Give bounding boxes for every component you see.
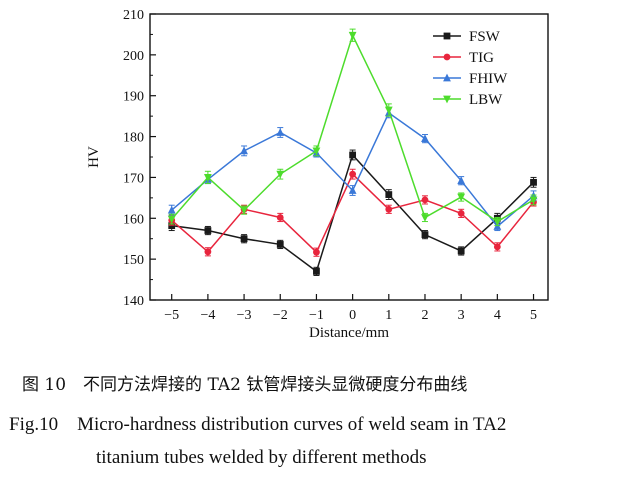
x-tick-label: 4 [494,308,501,323]
hardness-chart: 140 150 160 170 180 190 200 210 −5 −4 −3 −2 −1 0 1 2 3 4… [86,8,549,341]
data-point [313,248,320,256]
data-point [348,186,357,194]
data-point [493,243,501,251]
data-point [240,235,248,243]
x-tick-label: 0 [349,308,356,323]
data-point [493,218,502,226]
data-point [530,178,537,186]
data-point [349,170,357,178]
series-layer [167,28,538,276]
figure-caption-chinese: 图 10 不同方法焊接的 TA2 钛管焊接头显微硬度分布曲线 [22,375,468,395]
data-point [384,106,393,115]
data-point [421,231,429,239]
data-point [385,205,393,213]
series-lbw [167,28,538,227]
legend-marker [443,53,451,61]
data-point [421,134,429,143]
legend-marker [443,32,451,40]
data-point [313,268,320,275]
figure-caption-english-line1: Fig.10 Micro-hardness distribution curve… [9,414,507,435]
x-tick-label: 5 [530,308,537,323]
y-tick-label: 200 [123,49,144,64]
x-tick-label: 1 [385,308,392,323]
data-point [167,205,176,214]
data-point [204,248,212,256]
data-point [312,147,321,156]
data-point [167,215,176,224]
legend-label: TIG [469,50,494,66]
data-point [276,170,285,179]
data-point [276,214,284,221]
data-point [457,209,465,217]
x-tick-label: −2 [273,308,288,323]
x-tick-label: −5 [164,308,179,323]
data-point [240,146,248,155]
x-tick-label: 2 [421,308,428,323]
y-tick-label: 190 [123,90,144,105]
legend: FSW TIG FHIW LBW [433,29,508,108]
x-axis: −5 −4 −3 −2 −1 0 1 2 3 4 5 [164,294,537,323]
y-tick-label: 170 [123,171,144,186]
data-point [349,151,357,159]
legend-marker [443,73,451,82]
data-point [457,176,466,185]
x-tick-label: −4 [200,308,215,323]
x-axis-title: Distance/mm [309,325,389,341]
x-tick-label: −1 [309,308,324,323]
data-point [529,196,538,205]
x-tick-label: 3 [458,308,465,323]
y-tick-label: 140 [123,294,144,309]
y-tick-label: 180 [123,131,144,146]
data-point [348,31,357,40]
data-point [276,241,284,248]
data-point [421,196,429,204]
series-fsw [168,149,537,276]
data-point [385,191,393,198]
legend-label: FHIW [469,71,508,87]
legend-label: FSW [469,29,501,45]
legend-marker [443,95,451,104]
data-point [457,247,465,255]
data-point [421,214,429,222]
y-tick-label: 160 [123,212,144,227]
x-tick-label: −3 [237,308,252,323]
legend-label: LBW [469,92,503,108]
data-point [240,206,248,215]
data-point [457,193,466,202]
series-tig [168,168,537,257]
y-tick-label: 150 [123,253,144,268]
data-point [276,128,285,136]
y-axis: 140 150 160 170 180 190 200 210 [123,8,156,309]
y-axis-title: HV [86,146,102,168]
data-point [203,174,212,182]
data-point [204,227,212,234]
y-tick-label: 210 [123,8,144,23]
figure-caption-english-line2: titanium tubes welded by different metho… [96,447,427,468]
